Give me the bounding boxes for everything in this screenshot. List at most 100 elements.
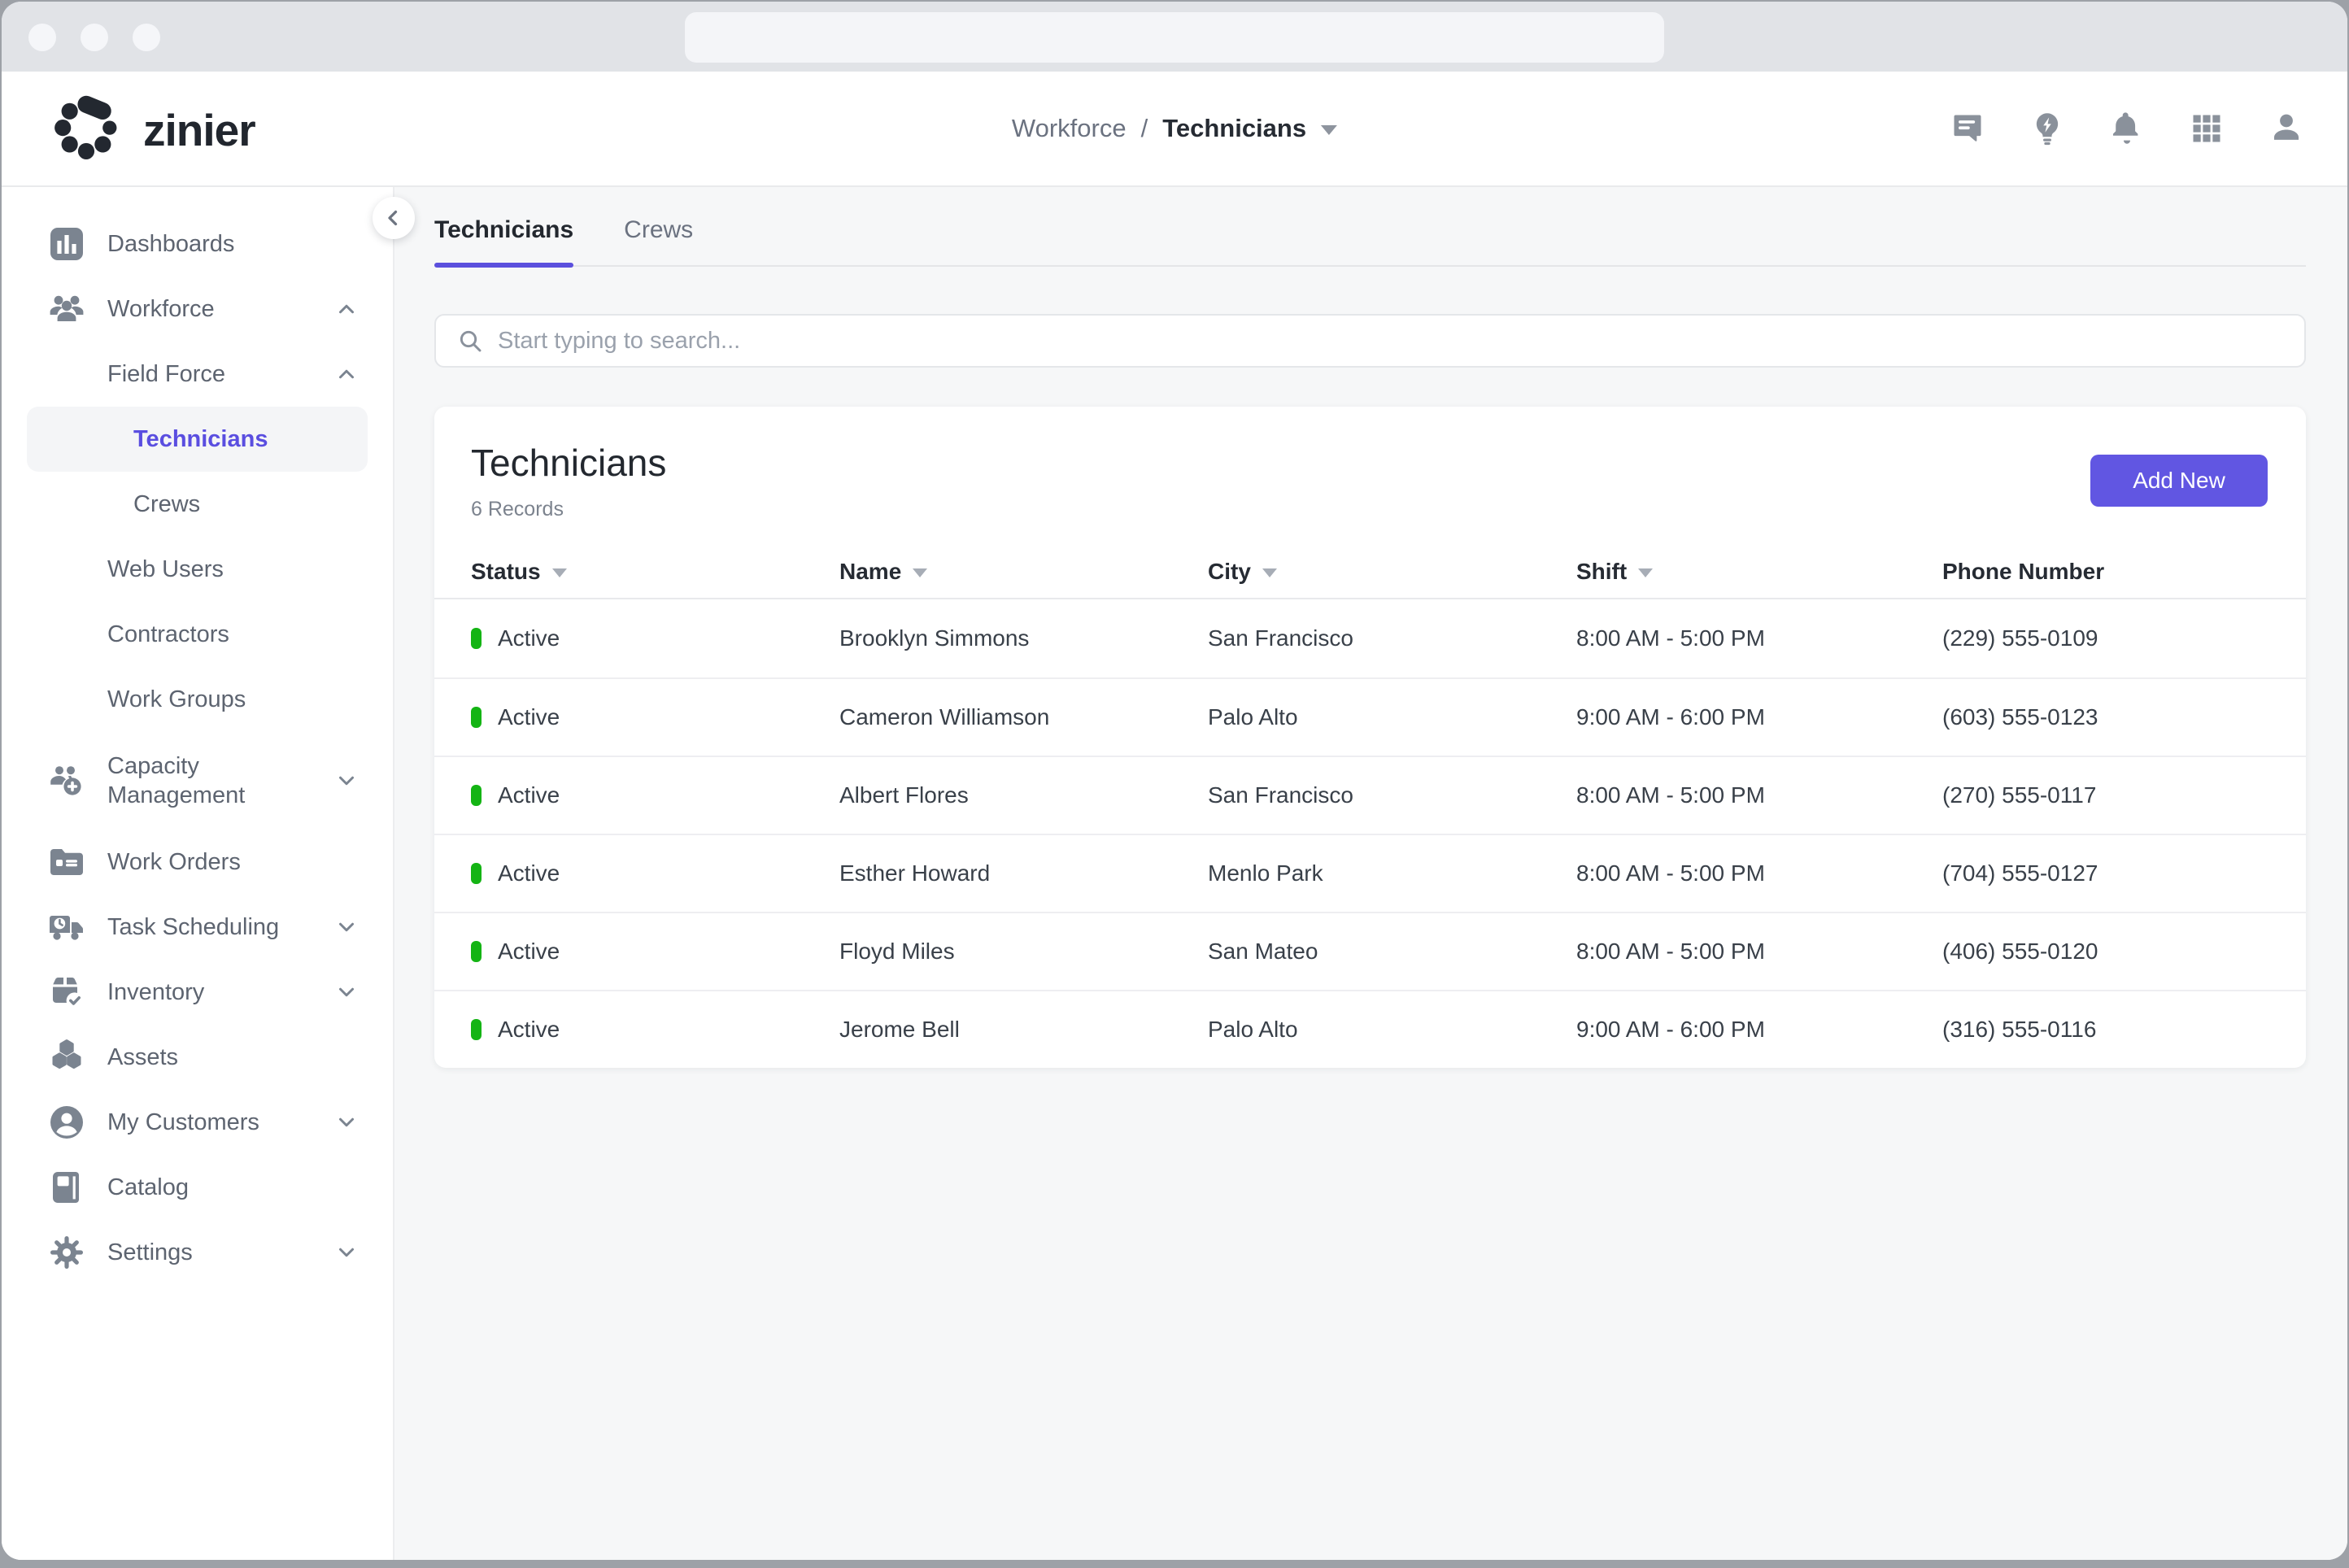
sidebar-item-work-orders[interactable]: Work Orders (2, 830, 393, 895)
status-active-indicator (471, 628, 482, 649)
shift-cell: 8:00 AM - 5:00 PM (1576, 625, 1765, 651)
chevron-down-icon (334, 769, 359, 793)
sidebar-item-label: My Customers (107, 1108, 259, 1135)
work-orders-icon (47, 843, 86, 882)
column-header-status[interactable]: Status (471, 559, 839, 585)
sort-caret-icon[interactable] (551, 568, 567, 577)
window-minimize-button[interactable] (81, 24, 108, 51)
app-header: zinier Workforce / Technicians (2, 72, 2347, 187)
phone-cell: (316) 555-0116 (1942, 1017, 2097, 1042)
window-controls (28, 24, 160, 51)
apps-grid-icon[interactable] (2188, 110, 2225, 147)
sidebar-item-label: Work Groups (107, 686, 246, 712)
column-header-label: Phone Number (1942, 559, 2105, 584)
search-input[interactable] (498, 327, 2283, 355)
sidebar-item-label: Catalog (107, 1174, 189, 1200)
shift-cell: 8:00 AM - 5:00 PM (1576, 860, 1765, 886)
chevron-down-icon (334, 980, 359, 1004)
table-row[interactable]: Active Floyd Miles San Mateo 8:00 AM - 5… (434, 912, 2306, 990)
name-cell: Cameron Williamson (839, 704, 1050, 730)
sidebar-item-workforce[interactable]: Workforce (2, 277, 393, 342)
chevron-down-icon (334, 1240, 359, 1265)
table-row[interactable]: Active Brooklyn Simmons San Francisco 8:… (434, 599, 2306, 677)
status-text: Active (498, 782, 560, 808)
sidebar-item-catalog[interactable]: Catalog (2, 1155, 393, 1220)
sort-caret-icon[interactable] (1638, 568, 1654, 577)
sort-caret-icon[interactable] (913, 568, 928, 577)
add-new-button[interactable]: Add New (2090, 455, 2268, 507)
city-cell: San Francisco (1208, 625, 1353, 651)
brand-name: zinier (143, 105, 256, 155)
sidebar: Dashboards Workforce Field Force Technic… (2, 187, 415, 1560)
sidebar-item-inventory[interactable]: Inventory (2, 960, 393, 1025)
sidebar-item-dashboards[interactable]: Dashboards (2, 211, 393, 277)
table-row[interactable]: Active Esther Howard Menlo Park 8:00 AM … (434, 834, 2306, 912)
name-cell: Albert Flores (839, 782, 969, 808)
table-row[interactable]: Active Cameron Williamson Palo Alto 9:00… (434, 677, 2306, 756)
window-close-button[interactable] (28, 24, 56, 51)
column-header-shift[interactable]: Shift (1576, 559, 1942, 585)
content-area: Technicians Crews Technicians 6 Records … (394, 187, 2347, 1560)
column-header-name[interactable]: Name (839, 559, 1208, 585)
search-icon (460, 330, 482, 352)
column-header-city[interactable]: City (1208, 559, 1576, 585)
breadcrumb-parent[interactable]: Workforce (1011, 114, 1127, 142)
sidebar-item-label: Task Scheduling (107, 913, 280, 940)
sort-caret-icon[interactable] (1262, 568, 1277, 577)
shift-cell: 8:00 AM - 5:00 PM (1576, 782, 1765, 808)
sidebar-item-crews[interactable]: Crews (2, 472, 393, 537)
chat-icon[interactable] (1949, 110, 1986, 147)
table-header-row: Status Name City Shift (434, 546, 2306, 599)
account-person-icon[interactable] (2268, 110, 2305, 147)
header-actions (1949, 72, 2305, 185)
address-bar[interactable] (685, 12, 1664, 63)
city-cell: San Francisco (1208, 782, 1353, 808)
settings-gear-icon (47, 1233, 86, 1272)
status-active-indicator (471, 863, 482, 884)
inventory-icon (47, 973, 86, 1012)
sidebar-item-work-groups[interactable]: Work Groups (2, 667, 393, 732)
chevron-down-icon (334, 915, 359, 939)
table-row[interactable]: Active Jerome Bell Palo Alto 9:00 AM - 6… (434, 990, 2306, 1068)
breadcrumb-caret-icon[interactable] (1321, 125, 1338, 135)
city-cell: Menlo Park (1208, 860, 1323, 886)
status-cell: Active (471, 625, 839, 651)
sidebar-item-contractors[interactable]: Contractors (2, 602, 393, 667)
brand-logo[interactable]: zinier (47, 91, 256, 169)
status-cell: Active (471, 860, 839, 886)
sidebar-item-label: Inventory (107, 978, 205, 1005)
status-text: Active (498, 625, 560, 651)
column-header-phone[interactable]: Phone Number (1942, 559, 2267, 585)
column-header-label: City (1208, 559, 1251, 584)
tab-crews[interactable]: Crews (624, 216, 694, 243)
status-cell: Active (471, 704, 839, 730)
sidebar-item-label: Work Orders (107, 848, 241, 875)
table-row[interactable]: Active Albert Flores San Francisco 8:00 … (434, 756, 2306, 834)
sidebar-item-assets[interactable]: Assets (2, 1025, 393, 1090)
sidebar-item-label: Web Users (107, 555, 224, 582)
sidebar-item-technicians[interactable]: Technicians (27, 407, 368, 472)
sidebar-item-my-customers[interactable]: My Customers (2, 1090, 393, 1155)
search-bar[interactable] (434, 314, 2306, 368)
workforce-icon (47, 290, 86, 329)
name-cell: Esther Howard (839, 860, 991, 886)
breadcrumb-current[interactable]: Technicians (1162, 114, 1307, 142)
tips-lightbulb-icon[interactable] (2029, 110, 2066, 147)
capacity-management-icon (47, 761, 86, 800)
tab-bar: Technicians Crews (434, 216, 2306, 268)
window-zoom-button[interactable] (133, 24, 160, 51)
status-text: Active (498, 704, 560, 730)
sidebar-item-settings[interactable]: Settings (2, 1220, 393, 1285)
zinier-logo-icon (54, 95, 117, 159)
sidebar-item-label: Capacity Management (107, 752, 246, 808)
sidebar-item-label: Contractors (107, 621, 229, 647)
column-header-label: Shift (1576, 559, 1628, 584)
sidebar-item-web-users[interactable]: Web Users (2, 537, 393, 602)
sidebar-item-field-force[interactable]: Field Force (2, 342, 393, 407)
sidebar-item-capacity-management[interactable]: Capacity Management (2, 732, 393, 830)
sidebar-collapse-button[interactable] (373, 197, 415, 239)
notifications-bell-icon[interactable] (2108, 110, 2146, 147)
panel-header: Technicians 6 Records Add New (434, 407, 2306, 546)
tab-technicians[interactable]: Technicians (434, 216, 574, 268)
sidebar-item-task-scheduling[interactable]: Task Scheduling (2, 895, 393, 960)
